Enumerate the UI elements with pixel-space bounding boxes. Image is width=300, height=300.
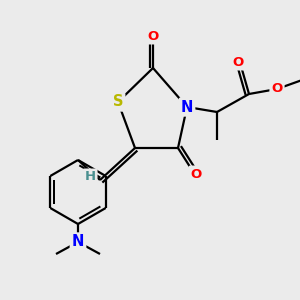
Text: O: O (272, 82, 283, 95)
Text: S: S (113, 94, 123, 110)
Text: H: H (84, 170, 96, 184)
Text: N: N (72, 235, 84, 250)
Text: O: O (190, 167, 202, 181)
Text: N: N (181, 100, 193, 115)
Text: O: O (232, 56, 244, 68)
Text: O: O (147, 29, 159, 43)
